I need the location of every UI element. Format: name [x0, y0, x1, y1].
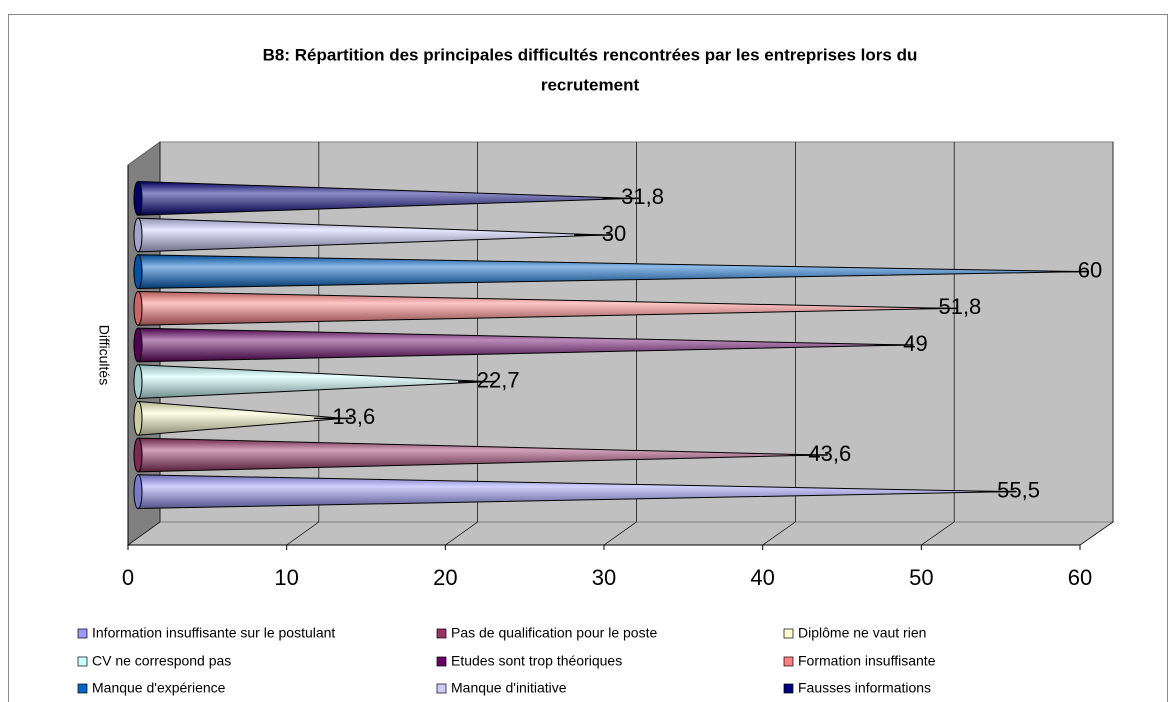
x-tick-label: 60: [1068, 565, 1092, 590]
x-tick-label: 10: [274, 565, 298, 590]
cone-base: [133, 290, 143, 326]
legend-swatch: [783, 683, 794, 694]
data-label: 13,6: [332, 404, 375, 429]
data-label: 30: [602, 221, 626, 246]
cone-base: [133, 180, 143, 216]
data-label: 31,8: [621, 184, 664, 209]
cone-base: [133, 437, 143, 473]
legend-swatch: [783, 628, 794, 639]
cone-base: [133, 400, 143, 436]
legend-label: Diplôme ne vaut rien: [798, 625, 926, 641]
legend-swatch: [436, 683, 447, 694]
legend-swatch: [77, 683, 88, 694]
cone-base: [133, 217, 143, 253]
legend-label: Manque d'expérience: [92, 680, 226, 696]
x-tick-label: 50: [909, 565, 933, 590]
floor-grid-line: [286, 521, 320, 546]
cone-base: [133, 327, 143, 363]
data-label: 22,7: [477, 367, 520, 392]
floor-grid-line: [445, 521, 478, 546]
legend-label: Fausses informations: [798, 680, 931, 696]
legend-label: Pas de qualification pour le poste: [451, 625, 657, 641]
floor-grid-line: [603, 521, 637, 546]
legend-label: CV ne correspond pas: [92, 653, 231, 669]
legend-label: Information insuffisante sur le postulan…: [92, 625, 335, 641]
x-tick-label: 20: [433, 565, 457, 590]
legend-swatch: [436, 656, 447, 667]
data-label: 51,8: [938, 294, 981, 319]
cone-base: [133, 364, 143, 400]
legend-swatch: [77, 656, 88, 667]
x-tick-label: 0: [122, 565, 134, 590]
floor-grid-line: [921, 521, 955, 546]
floor-grid-line: [1079, 521, 1114, 546]
data-label: 49: [903, 331, 927, 356]
legend-swatch: [77, 628, 88, 639]
data-label: 43,6: [808, 441, 851, 466]
chart-title: recrutement: [541, 75, 640, 94]
legend-label: Manque d'initiative: [451, 680, 567, 696]
y-axis-title: Difficultés: [96, 325, 112, 385]
legend-swatch: [436, 628, 447, 639]
x-tick-label: 30: [592, 565, 616, 590]
cone-base: [133, 474, 143, 510]
data-label: 55,5: [997, 477, 1040, 502]
chart-title: B8: Répartition des principales difficul…: [263, 45, 918, 64]
x-tick-label: 40: [750, 565, 774, 590]
data-label: 60: [1078, 257, 1102, 282]
floor-grid-line: [127, 521, 161, 546]
legend-label: Etudes sont trop théoriques: [451, 653, 622, 669]
floor-grid-line: [762, 521, 796, 546]
legend-swatch: [783, 656, 794, 667]
cone-base: [133, 254, 143, 290]
legend-label: Formation insuffisante: [798, 653, 936, 669]
